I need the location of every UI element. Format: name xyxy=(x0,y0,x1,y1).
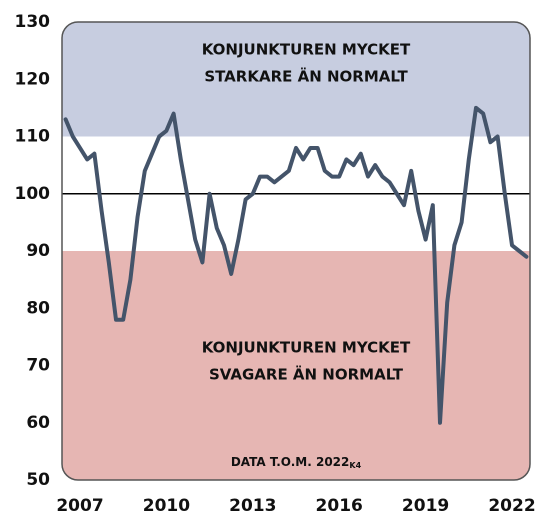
x-tick-label: 2016 xyxy=(316,496,363,516)
annotation: KONJUNKTUREN MYCKET xyxy=(202,339,411,357)
x-tick-label: 2010 xyxy=(143,496,190,516)
annotation: SVAGARE ÄN NORMALT xyxy=(209,365,404,384)
plot-frame xyxy=(61,21,531,481)
annotation: KONJUNKTUREN MYCKET xyxy=(202,41,411,59)
x-tick-label: 2013 xyxy=(229,496,276,516)
y-tick-label: 130 xyxy=(15,12,51,32)
y-tick-label: 90 xyxy=(26,241,50,261)
x-tick-label: 2022 xyxy=(488,496,535,516)
y-tick-label: 80 xyxy=(26,298,50,318)
x-tick-label: 2019 xyxy=(402,496,449,516)
line xyxy=(63,105,529,425)
note-subscript: K4 xyxy=(349,461,361,470)
x-tick-label: 2007 xyxy=(56,496,103,516)
plot-area xyxy=(62,22,530,480)
y-tick-label: 60 xyxy=(26,413,50,433)
y-tick-label: 100 xyxy=(15,184,51,204)
note-text: DATA T.O.M. 2022 xyxy=(231,455,350,469)
y-tick-label: 110 xyxy=(15,127,51,147)
band xyxy=(62,251,530,480)
y-tick-label: 50 xyxy=(26,470,50,490)
annotation: STARKARE ÄN NORMALT xyxy=(204,67,408,86)
y-tick-label: 120 xyxy=(15,69,51,89)
band xyxy=(62,22,530,137)
data-note: DATA T.O.M. 2022K4 xyxy=(231,455,362,470)
y-tick-label: 70 xyxy=(26,356,50,376)
